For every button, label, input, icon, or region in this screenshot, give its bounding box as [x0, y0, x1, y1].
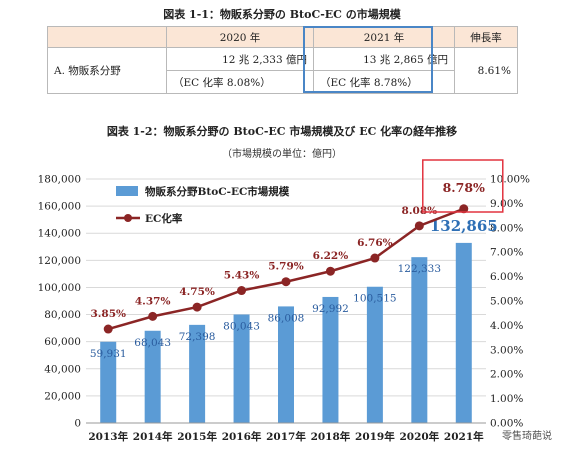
x-axis-tick-label: 2021年 [444, 430, 484, 443]
bar-value-label: 68,043 [134, 337, 171, 349]
bar [411, 257, 428, 423]
x-axis-tick-label: 2020年 [399, 430, 439, 443]
watermark: 零售琦葩说 [502, 431, 552, 442]
market-size-table: 2020 年 2021 年 伸長率 A. 物販系分野 12 兆 2,333 億円… [47, 26, 518, 94]
row-label: A. 物販系分野 [47, 47, 167, 94]
bar [189, 324, 206, 423]
right-axis-tick-label: 1.00% [490, 393, 523, 405]
bar [144, 330, 161, 423]
left-axis-tick-label: 0 [74, 418, 81, 430]
left-axis-tick-label: 100,000 [38, 282, 81, 294]
header-empty [47, 26, 167, 48]
bar [278, 306, 294, 423]
cell-growth: 8.61% [454, 47, 518, 94]
left-axis-tick-label: 80,000 [44, 309, 81, 321]
bar [100, 341, 117, 423]
ec-rate-point [103, 324, 113, 334]
chart-title: 図表 1-2：物販系分野の BtoC-EC 市場規模及び EC 化率の経年推移 [106, 125, 458, 138]
x-axis-tick-label: 2019年 [355, 430, 395, 443]
ec-rate-point [325, 266, 335, 276]
right-axis-tick-label: 3.00% [490, 344, 523, 356]
left-axis-tick-label: 120,000 [38, 255, 81, 267]
left-axis-tick-label: 60,000 [44, 336, 81, 348]
highlight-2021-rate-box [422, 159, 504, 213]
table-title: 図表 1-1：物販系分野の BtoC-EC の市場規模 [163, 8, 401, 21]
ec-rate-label: 6.76% [357, 237, 393, 249]
right-axis-tick-label: 6.00% [490, 271, 523, 283]
ec-rate-label: 4.37% [135, 295, 171, 307]
x-axis-tick-label: 2018年 [311, 430, 351, 443]
right-axis-tick-label: 10.00% [490, 174, 530, 186]
right-axis-tick-label: 4.00% [490, 320, 523, 332]
bar-value-label: 86,008 [268, 312, 305, 324]
x-axis-tick-label: 2013年 [88, 430, 128, 443]
ec-rate-label: 5.79% [268, 261, 304, 273]
ec-rate-point [414, 221, 424, 231]
ec-rate-point [281, 277, 291, 287]
ec-rate-point [370, 253, 380, 263]
table-header-row: 2020 年 2021 年 伸長率 [47, 26, 518, 48]
bar-value-label: 80,043 [223, 320, 260, 332]
ec-rate-label: 4.75% [179, 286, 215, 298]
header-2021: 2021 年 [313, 26, 455, 48]
ec-rate-label: 8.78% [443, 180, 485, 195]
cell-2020-rate: （EC 化率 8.08%） [166, 70, 314, 94]
header-2020: 2020 年 [166, 26, 314, 48]
ec-rate-point [192, 302, 202, 312]
x-axis-tick-label: 2014年 [133, 430, 173, 443]
ec-rate-point [148, 311, 158, 321]
right-axis-tick-label: 8.00% [490, 222, 523, 234]
bar-value-label: 59,931 [90, 348, 127, 360]
bar [322, 296, 339, 423]
x-axis-tick-label: 2016年 [222, 430, 262, 443]
legend-bar-label: 物販系分野BtoC-EC市場規模 [145, 185, 290, 198]
ec-rate-point [237, 286, 247, 296]
bar [233, 314, 250, 423]
ec-rate-label: 6.22% [313, 250, 349, 262]
left-axis-tick-label: 40,000 [44, 363, 81, 375]
legend-line-marker [124, 214, 132, 222]
ec-rate-label: 5.43% [224, 270, 260, 282]
x-axis-tick-label: 2017年 [266, 430, 306, 443]
ec-rate-point [459, 204, 469, 214]
bar-value-label: 72,398 [179, 331, 216, 343]
legend-bar-swatch [116, 186, 138, 196]
bar [455, 242, 472, 423]
right-axis-tick-label: 5.00% [490, 296, 523, 308]
bar-value-label: 92,992 [312, 303, 349, 315]
chart-subtitle: （市場規模の単位：億円） [222, 149, 342, 160]
right-axis-tick-label: 9.00% [490, 198, 523, 210]
ec-rate-label: 3.85% [90, 308, 126, 320]
bar-value-label: 132,865 [430, 217, 498, 235]
bar-value-label: 122,333 [398, 263, 441, 275]
right-axis-tick-label: 0.00% [490, 418, 523, 430]
left-axis-tick-label: 160,000 [38, 201, 81, 213]
left-axis-tick-label: 140,000 [38, 228, 81, 240]
left-axis-tick-label: 20,000 [44, 390, 81, 402]
bar-value-label: 100,515 [353, 293, 396, 305]
bar [366, 286, 383, 423]
ec-rate-label: 8.08% [402, 205, 438, 217]
legend-line-label: EC化率 [145, 212, 183, 225]
right-axis-tick-label: 7.00% [490, 247, 523, 259]
x-axis-tick-label: 2015年 [177, 430, 217, 443]
right-axis-tick-label: 2.00% [490, 369, 523, 381]
left-axis-tick-label: 180,000 [38, 174, 81, 186]
